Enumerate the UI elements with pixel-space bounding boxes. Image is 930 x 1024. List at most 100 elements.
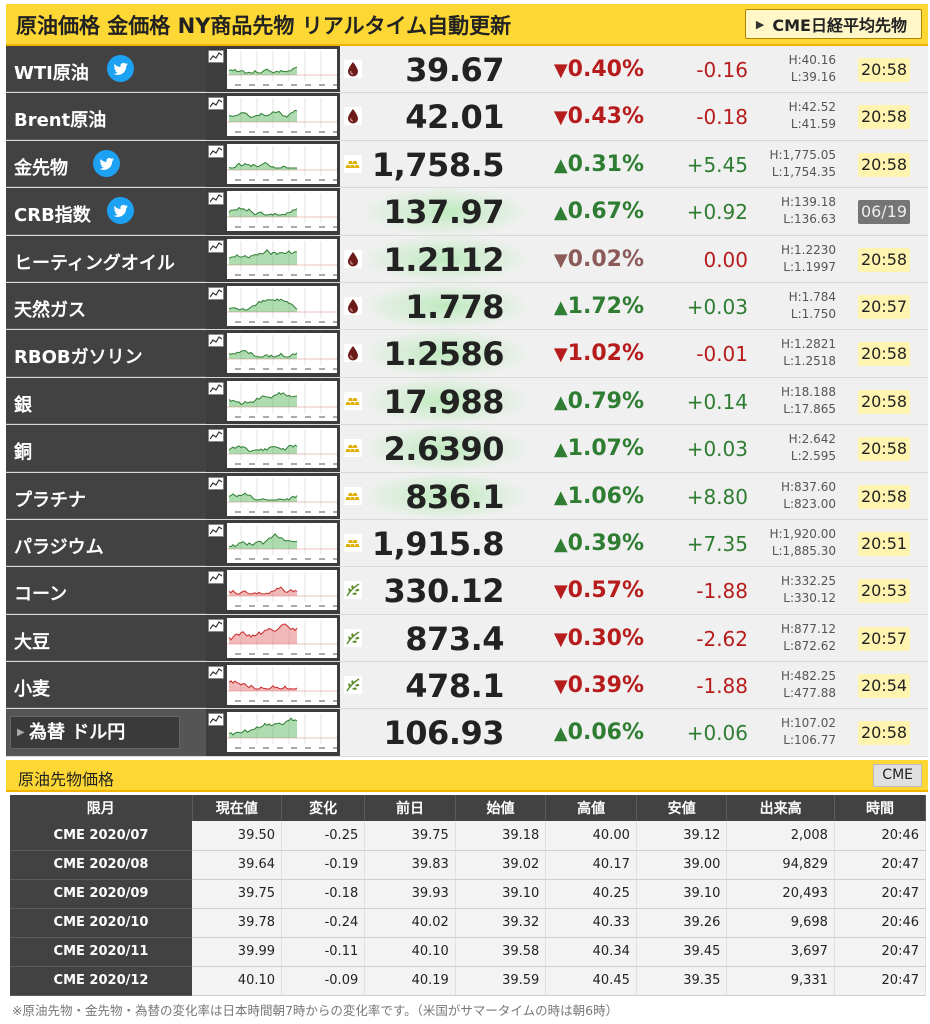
fx-usdjpy-button[interactable]: ▶ 為替 ドル円: [10, 716, 180, 750]
commodity-name-cell[interactable]: WTI原油: [6, 46, 206, 93]
sparkline-chart[interactable]: [227, 617, 339, 658]
sparkline-chart[interactable]: [227, 712, 339, 753]
commodity-name-cell[interactable]: CRB指数: [6, 188, 206, 235]
commodity-name-cell[interactable]: RBOBガソリン: [6, 330, 206, 377]
sparkline-chart[interactable]: [227, 475, 339, 516]
chart-icon[interactable]: [208, 713, 224, 727]
high-low: H:332.25 L:330.12: [748, 573, 836, 607]
price-highlight: [366, 425, 526, 472]
sparkline-chart[interactable]: [227, 49, 339, 89]
high-value: H:332.25: [780, 574, 836, 589]
triangle-down-icon: ▼: [553, 628, 568, 650]
chart-icon[interactable]: [208, 618, 224, 632]
high-low: H:139.18 L:136.63: [748, 194, 836, 228]
page-header: 原油価格 金価格 NY商品先物 リアルタイム自動更新 ▶ CME日経平均先物: [6, 4, 928, 46]
sparkline-chart[interactable]: [227, 380, 339, 421]
percent-value: 0.43%: [567, 104, 644, 130]
low-value: L:330.12: [783, 591, 836, 606]
commodity-name-cell[interactable]: 小麦: [6, 662, 206, 709]
update-time: 20:51: [858, 531, 910, 556]
table-row: CME 2020/12 40.10 -0.09 40.19 39.59 40.45 39.3…: [10, 966, 927, 996]
chart-icon[interactable]: [208, 144, 224, 158]
futures-section-title: 原油先物価格: [18, 770, 115, 789]
sparkline-chart[interactable]: [227, 570, 339, 611]
chart-icon[interactable]: [208, 192, 224, 206]
price-change: +8.80: [686, 484, 748, 509]
commodity-name-cell[interactable]: ヒーティングオイル: [6, 235, 206, 282]
chevron-right-icon: ▶: [17, 727, 25, 739]
price-highlight: [366, 188, 526, 235]
chart-icon[interactable]: [208, 523, 224, 537]
futures-table: 限月 現在値 変化 前日 始値 高値 安値 出来高 時間 CME 2020/07 39.50 -0.…: [10, 795, 927, 996]
sparkline-chart[interactable]: [227, 665, 339, 706]
chart-icon[interactable]: [208, 571, 224, 585]
commodity-name-cell[interactable]: パラジウム: [6, 519, 206, 567]
high-low: H:40.16 L:39.16: [748, 52, 836, 86]
sparkline-chart[interactable]: [227, 285, 339, 326]
table-cell: 20:46: [834, 821, 927, 851]
commodity-name-cell[interactable]: コーン: [6, 567, 206, 614]
commodity-name-cell[interactable]: ▶ 為替 ドル円: [6, 709, 206, 756]
chart-icon[interactable]: [208, 97, 224, 111]
high-value: H:1.2230: [780, 242, 836, 257]
low-value: L:39.16: [790, 70, 836, 84]
gold-bar-icon: [344, 439, 362, 458]
chart-icon[interactable]: [208, 286, 224, 300]
sparkline-chart[interactable]: [227, 428, 339, 469]
low-value: L:1,885.30: [771, 543, 836, 558]
commodity-name-cell[interactable]: Brent原油: [6, 93, 206, 140]
high-low: H:1.2230 L:1.1997: [748, 242, 836, 276]
price-value: 873.4: [405, 619, 504, 658]
sparkline-chart[interactable]: [227, 96, 339, 137]
twitter-icon[interactable]: [93, 149, 120, 177]
update-time: 20:54: [858, 674, 910, 699]
commodity-name-cell[interactable]: 大豆: [6, 614, 206, 662]
column-header: 限月: [10, 795, 193, 821]
percent-value: 1.72%: [567, 293, 644, 319]
sparkline-chart[interactable]: [227, 143, 339, 184]
percent-value: 0.06%: [567, 720, 644, 746]
commodity-row: プラチナ 836.1 ▲1.06% +8.80 H:837.60 L:823.00 20:5…: [6, 472, 928, 520]
commodity-name-cell[interactable]: 銅: [6, 425, 206, 472]
sparkline-cell: [206, 567, 340, 614]
cme-nikkei-futures-button[interactable]: ▶ CME日経平均先物: [744, 9, 922, 39]
commodity-row: CRB指数 137.97 ▲0.67% +0.92 H:139.18 L:136.63 06…: [6, 188, 928, 236]
twitter-icon[interactable]: [107, 55, 134, 82]
sparkline-cell: [206, 46, 340, 93]
price-value: 330.12: [383, 572, 505, 611]
cme-tab-button[interactable]: CME: [873, 764, 922, 787]
commodity-row: 小麦 478.1 ▼0.39% -1.88 H:482.25 L:477.88 20:54: [6, 662, 928, 710]
contract-month: CME 2020/10: [10, 908, 192, 938]
commodity-name-cell[interactable]: プラチナ: [6, 472, 206, 519]
twitter-icon[interactable]: [107, 197, 134, 225]
low-value: L:2.595: [790, 449, 836, 464]
triangle-up-icon: ▲: [553, 723, 568, 745]
chart-icon[interactable]: [208, 239, 224, 253]
chart-icon[interactable]: [208, 334, 224, 348]
table-cell: 39.93: [364, 879, 456, 909]
sparkline-chart[interactable]: [227, 522, 339, 563]
chart-icon[interactable]: [208, 476, 224, 490]
sparkline-chart[interactable]: [227, 238, 339, 279]
price-value: 1.778: [405, 287, 504, 326]
price-value: 836.1: [405, 477, 504, 516]
commodity-name-cell[interactable]: 金先物: [6, 140, 206, 188]
percent-value: 0.67%: [567, 199, 644, 225]
commodity-name-cell[interactable]: 天然ガス: [6, 282, 206, 330]
sparkline-chart[interactable]: [227, 333, 339, 374]
percent-value: 1.07%: [567, 436, 644, 462]
chart-icon[interactable]: [208, 429, 224, 443]
commodity-row: RBOBガソリン 1.2586 ▼1.02% -0.01 H:1.2821 L:1.251…: [6, 330, 928, 378]
price-value: 39.67: [405, 51, 504, 89]
column-header: 現在値: [192, 795, 283, 821]
update-time: 06/19: [858, 200, 910, 225]
sparkline-chart[interactable]: [227, 191, 339, 232]
high-value: H:139.18: [780, 195, 836, 210]
price-value: 1,758.5: [371, 145, 505, 184]
chart-icon[interactable]: [208, 381, 224, 395]
commodity-name-cell[interactable]: 銀: [6, 377, 206, 425]
low-value: L:872.62: [783, 638, 836, 653]
chart-icon[interactable]: [208, 666, 224, 680]
chart-icon[interactable]: [208, 50, 224, 63]
leaf-icon: [344, 581, 362, 600]
